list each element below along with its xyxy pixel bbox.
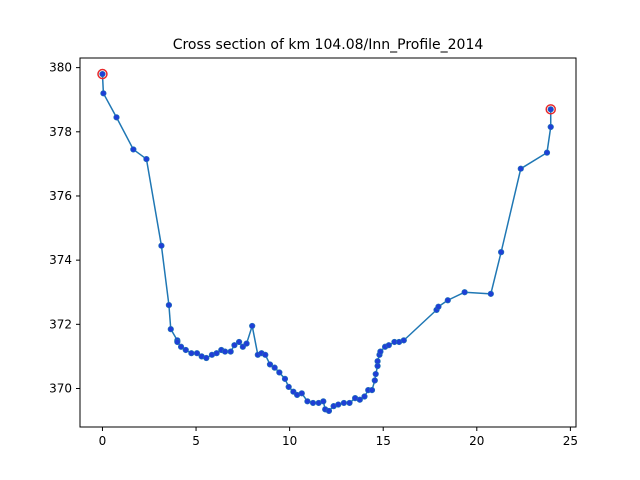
data-point xyxy=(221,348,229,355)
x-tick-label: 25 xyxy=(563,434,578,448)
data-point xyxy=(235,338,243,346)
data-point xyxy=(271,364,278,371)
x-tick-label: 0 xyxy=(99,434,107,448)
data-point xyxy=(231,342,238,349)
data-point xyxy=(266,361,274,368)
data-point xyxy=(400,337,407,344)
data-point xyxy=(276,369,283,376)
data-point xyxy=(498,249,505,256)
y-tick-label: 372 xyxy=(49,317,72,331)
data-point xyxy=(113,114,120,121)
data-point xyxy=(158,242,165,249)
data-point xyxy=(243,340,250,347)
data-point xyxy=(487,290,494,297)
data-point xyxy=(262,351,269,358)
endpoint-marker xyxy=(97,68,108,80)
data-point xyxy=(203,354,210,362)
data-point xyxy=(346,399,353,407)
data-point xyxy=(100,90,107,97)
axes-frame xyxy=(79,57,577,428)
chart-title: Cross section of km 104.08/Inn_Profile_2… xyxy=(173,37,484,53)
x-tick-label: 15 xyxy=(376,434,391,448)
y-tick-label: 376 xyxy=(49,189,72,203)
data-point xyxy=(374,358,381,365)
data-point xyxy=(335,401,342,408)
data-point xyxy=(517,165,524,172)
data-point xyxy=(177,343,185,350)
data-point xyxy=(371,377,378,384)
data-point xyxy=(165,301,173,309)
y-tick-label: 370 xyxy=(49,381,72,395)
y-tick-label: 378 xyxy=(49,125,72,139)
data-point xyxy=(547,106,554,113)
data-point xyxy=(361,393,368,400)
endpoint-marker xyxy=(545,104,556,115)
data-point xyxy=(368,387,376,394)
data-point xyxy=(249,322,256,330)
data-point xyxy=(372,370,379,378)
data-point xyxy=(227,348,234,355)
data-point xyxy=(99,70,106,78)
data-point xyxy=(130,146,137,153)
data-point xyxy=(285,383,292,390)
data-point xyxy=(309,399,317,407)
data-point xyxy=(435,303,442,310)
data-point xyxy=(281,375,289,382)
y-axis: 370 372 374 376 378 380 xyxy=(49,61,80,395)
data-point xyxy=(356,396,363,403)
data-point xyxy=(461,289,468,296)
data-point xyxy=(213,350,220,357)
data-point xyxy=(193,350,201,357)
y-tick-label: 380 xyxy=(49,61,72,75)
plot-area xyxy=(97,68,556,415)
data-point xyxy=(320,398,327,405)
data-point xyxy=(385,342,392,349)
x-tick-label: 10 xyxy=(282,434,297,448)
data-point xyxy=(340,399,348,407)
data-point xyxy=(304,398,311,405)
data-point xyxy=(377,348,384,355)
x-tick-label: 5 xyxy=(192,434,200,448)
data-point xyxy=(325,407,333,415)
data-point xyxy=(188,350,195,357)
y-tick-label: 374 xyxy=(49,253,72,267)
x-axis: 0 5 10 15 20 25 xyxy=(99,427,578,448)
data-point xyxy=(444,297,451,304)
data-point xyxy=(547,123,554,131)
data-point xyxy=(174,338,181,346)
data-point xyxy=(167,326,174,333)
data-point xyxy=(182,346,189,354)
data-point xyxy=(543,149,551,156)
x-tick-label: 20 xyxy=(469,434,484,448)
data-point xyxy=(298,390,305,397)
data-point xyxy=(143,155,150,163)
